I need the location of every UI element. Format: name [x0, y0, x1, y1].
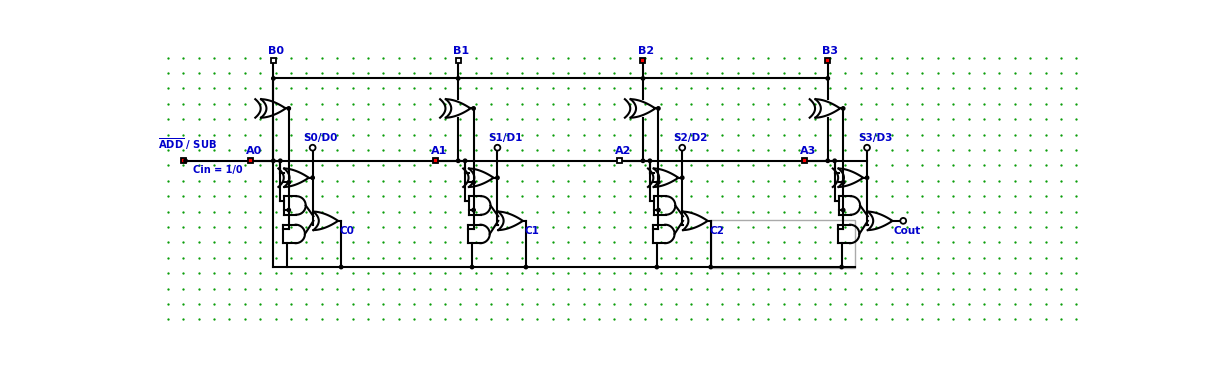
Text: C2: C2: [709, 226, 724, 236]
Circle shape: [657, 181, 660, 184]
Circle shape: [288, 209, 290, 212]
Text: $\overline{\mathregular{ADD}}$ / SUB: $\overline{\mathregular{ADD}}$ / SUB: [158, 137, 217, 152]
Text: A2: A2: [615, 146, 632, 156]
Bar: [825, 58, 830, 63]
Circle shape: [679, 145, 685, 151]
Circle shape: [457, 77, 460, 80]
Circle shape: [834, 159, 836, 162]
Circle shape: [842, 209, 844, 212]
Bar: [710, 220, 855, 268]
Circle shape: [524, 265, 528, 269]
Circle shape: [494, 145, 500, 151]
Circle shape: [464, 159, 466, 162]
Circle shape: [310, 176, 314, 180]
Circle shape: [472, 181, 475, 184]
Circle shape: [309, 145, 315, 151]
Circle shape: [900, 218, 906, 224]
Text: B1: B1: [453, 46, 469, 56]
Circle shape: [840, 265, 843, 269]
Circle shape: [641, 77, 645, 80]
Text: A0: A0: [245, 146, 262, 156]
Text: S3/D3: S3/D3: [858, 133, 893, 143]
Circle shape: [842, 181, 844, 184]
Bar: [802, 158, 807, 163]
Circle shape: [272, 159, 275, 162]
Circle shape: [657, 107, 660, 110]
Circle shape: [339, 265, 343, 269]
Bar: [248, 158, 252, 163]
Bar: [640, 58, 645, 63]
Circle shape: [472, 209, 475, 212]
Text: S1/D1: S1/D1: [488, 133, 523, 143]
Text: A1: A1: [430, 146, 447, 156]
Text: C0: C0: [339, 226, 354, 236]
Text: B2: B2: [638, 46, 654, 56]
Circle shape: [842, 107, 844, 110]
Text: A3: A3: [800, 146, 817, 156]
Circle shape: [655, 265, 658, 269]
Circle shape: [470, 265, 474, 269]
Circle shape: [495, 176, 499, 180]
Circle shape: [657, 209, 660, 212]
Bar: [617, 158, 622, 163]
Circle shape: [865, 176, 869, 180]
Bar: [432, 158, 437, 163]
Circle shape: [680, 176, 684, 180]
Bar: [181, 158, 186, 163]
Bar: [271, 58, 275, 63]
Circle shape: [826, 159, 830, 162]
Circle shape: [649, 159, 651, 162]
Circle shape: [279, 159, 281, 162]
Circle shape: [826, 77, 830, 80]
Text: C1: C1: [524, 226, 539, 236]
Circle shape: [288, 181, 290, 184]
Text: Cin = 1/0: Cin = 1/0: [192, 165, 242, 175]
Circle shape: [457, 159, 460, 162]
Circle shape: [472, 107, 475, 110]
Circle shape: [288, 107, 290, 110]
Text: Cout: Cout: [894, 226, 922, 236]
Text: B0: B0: [268, 46, 284, 56]
Circle shape: [864, 145, 870, 151]
Text: S2/D2: S2/D2: [673, 133, 708, 143]
Circle shape: [641, 159, 645, 162]
Bar: [455, 58, 460, 63]
Text: B3: B3: [823, 46, 838, 56]
Circle shape: [709, 265, 713, 269]
Circle shape: [272, 77, 275, 80]
Text: S0/D0: S0/D0: [303, 133, 338, 143]
Circle shape: [184, 159, 187, 162]
